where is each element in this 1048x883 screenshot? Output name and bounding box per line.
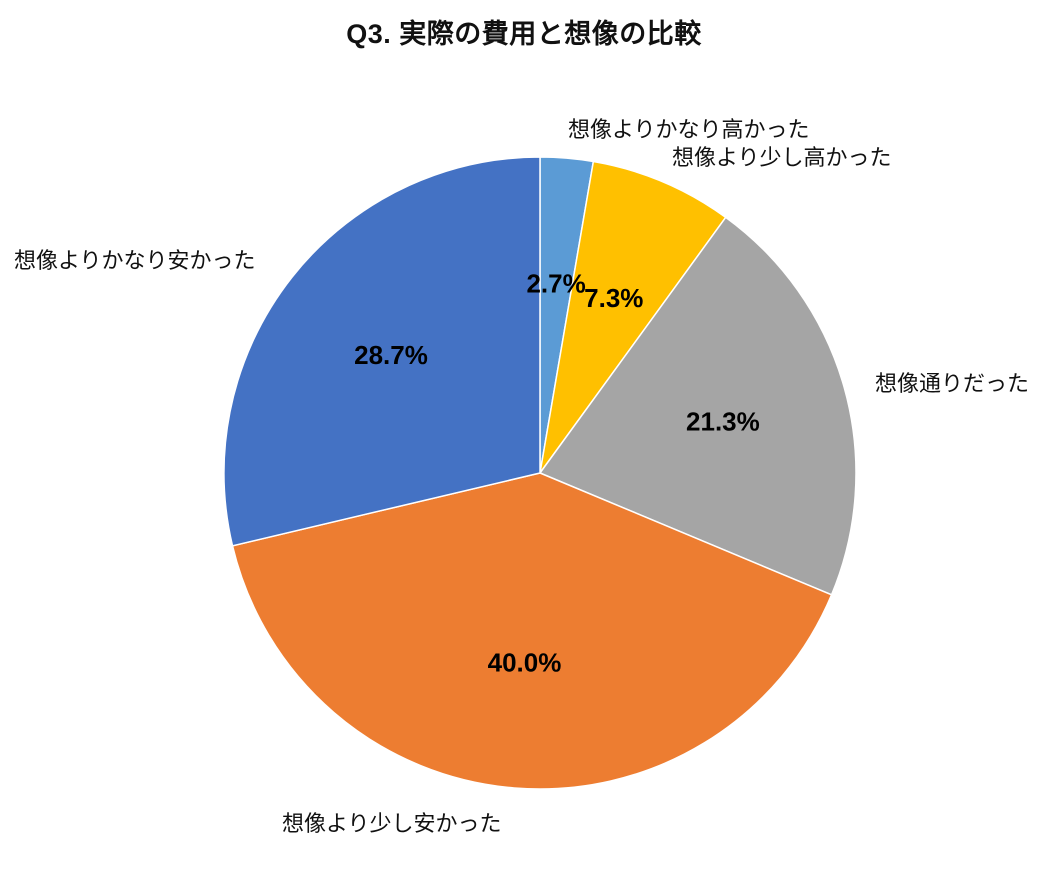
chart-title: Q3. 実際の費用と想像の比較 [346,19,702,49]
slice-percent-label-0: 2.7% [526,269,585,299]
slice-percent-label-3: 40.0% [488,647,562,677]
pie-slice-3 [231,472,833,790]
slice-label-slightly-higher: 想像より少し高かった [672,145,892,170]
pie-slice-2 [538,216,857,596]
slice-percent-label-2: 21.3% [686,407,760,437]
slice-label-much-cheaper: 想像よりかなり安かった [14,248,256,273]
pie-slice-4 [223,156,541,547]
slice-label-as-imagined: 想像通りだった [875,371,1030,396]
slice-percent-label-1: 7.3% [584,283,643,313]
slice-percent-label-4: 28.7% [354,340,428,370]
pie-slice-1 [539,160,727,474]
slice-label-slightly-cheaper: 想像より少し安かった [282,811,502,836]
slice-label-much-higher: 想像よりかなり高かった [568,117,810,142]
